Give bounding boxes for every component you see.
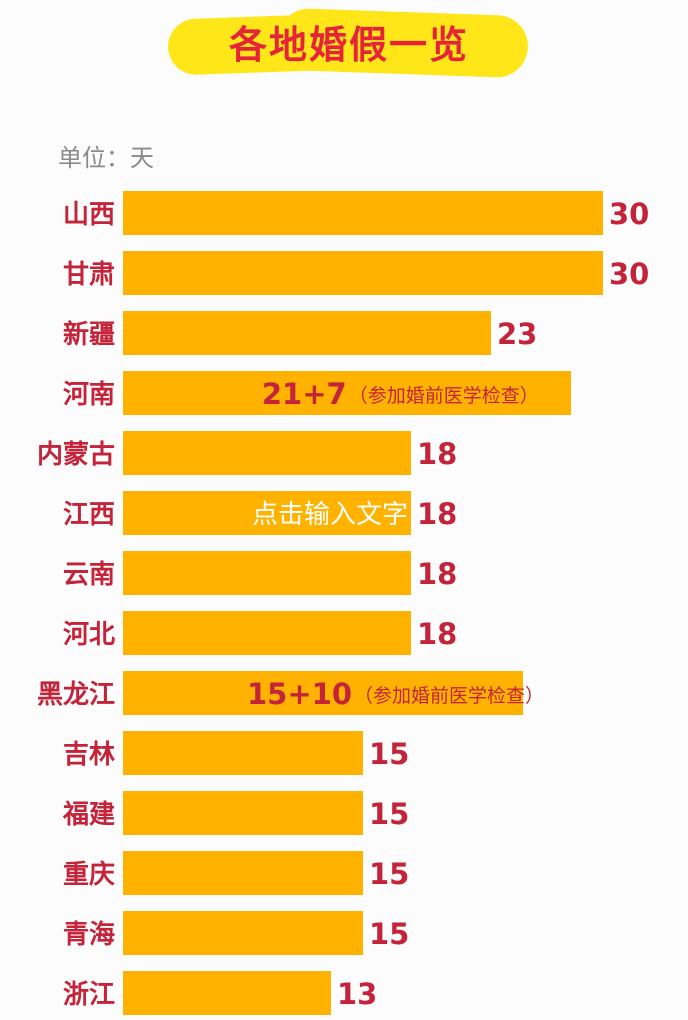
bar xyxy=(123,251,603,295)
value-label: 18 xyxy=(417,557,457,591)
value-label: 30 xyxy=(609,257,649,291)
title-banner: 各地婚假一览 xyxy=(167,7,530,79)
bar xyxy=(123,611,411,655)
chart-title: 各地婚假一览 xyxy=(228,23,469,67)
category-label: 河南 xyxy=(63,380,115,410)
bar xyxy=(123,491,411,535)
category-label: 河北 xyxy=(63,620,115,650)
value-label: 18 xyxy=(417,497,457,531)
value-label: 15 xyxy=(369,857,409,891)
value-label: 15 xyxy=(369,917,409,951)
value-label: 13 xyxy=(337,977,377,1011)
bar xyxy=(123,371,571,415)
unit-label: 单位：天 xyxy=(58,144,154,172)
value-label: 23 xyxy=(497,317,537,351)
category-label: 吉林 xyxy=(63,740,115,770)
category-label: 青海 xyxy=(63,920,115,950)
bar xyxy=(123,551,411,595)
category-label: 重庆 xyxy=(63,859,115,890)
value-label: 15 xyxy=(369,797,409,831)
value-note: （参加婚前医学检查） xyxy=(354,685,544,707)
bar xyxy=(123,311,491,355)
bar xyxy=(123,911,363,955)
bar xyxy=(123,431,411,475)
bar xyxy=(123,971,331,1015)
value-label: 15 xyxy=(369,737,409,771)
bar xyxy=(123,731,363,775)
text-input-placeholder[interactable]: 点击输入文字 xyxy=(252,500,409,530)
value-label: 30 xyxy=(609,197,649,231)
category-label: 浙江 xyxy=(63,980,115,1010)
category-label: 黑龙江 xyxy=(37,680,115,710)
bar xyxy=(123,191,603,235)
category-label: 内蒙古 xyxy=(37,440,115,470)
value-note: （参加婚前医学检查） xyxy=(349,385,539,407)
category-label: 云南 xyxy=(63,560,115,590)
value-label: 18 xyxy=(417,437,457,471)
value-label: 18 xyxy=(417,617,457,651)
category-label: 福建 xyxy=(62,800,115,830)
bar xyxy=(123,851,363,895)
category-label: 山西 xyxy=(63,200,115,230)
bar xyxy=(123,791,363,835)
category-label: 甘肃 xyxy=(63,260,115,290)
category-label: 江西 xyxy=(63,500,115,530)
bar xyxy=(123,671,523,715)
category-label: 新疆 xyxy=(63,319,115,350)
